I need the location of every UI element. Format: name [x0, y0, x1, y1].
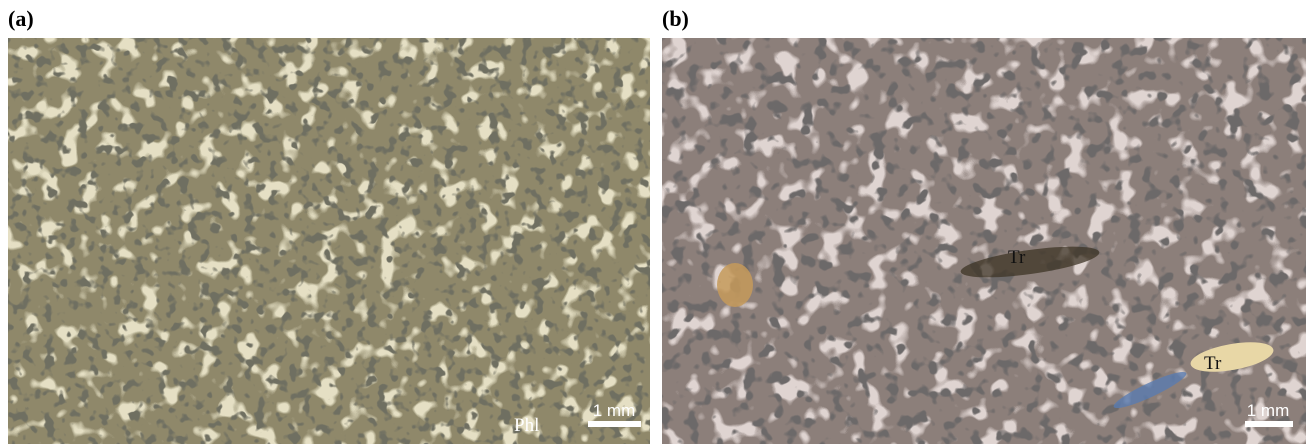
mineral-label: Tr — [1204, 353, 1222, 374]
scale-bar — [588, 421, 641, 427]
panel-label: (a) — [8, 6, 34, 31]
micrograph-b: Tr Tr 1 mm — [662, 38, 1306, 444]
scale-bar-label: 1 mm — [593, 401, 636, 420]
mineral-label: Phl — [514, 415, 539, 436]
figure: (a) (b) Phl 1 mm Tr Tr 1 mm — [0, 0, 1312, 444]
scale-bar-label: 1 mm — [1247, 401, 1290, 420]
panel-label: (b) — [662, 6, 689, 31]
micrograph-a: Phl 1 mm — [8, 38, 650, 444]
mineral-label: Tr — [1008, 247, 1026, 268]
scale-bar — [1245, 421, 1293, 427]
